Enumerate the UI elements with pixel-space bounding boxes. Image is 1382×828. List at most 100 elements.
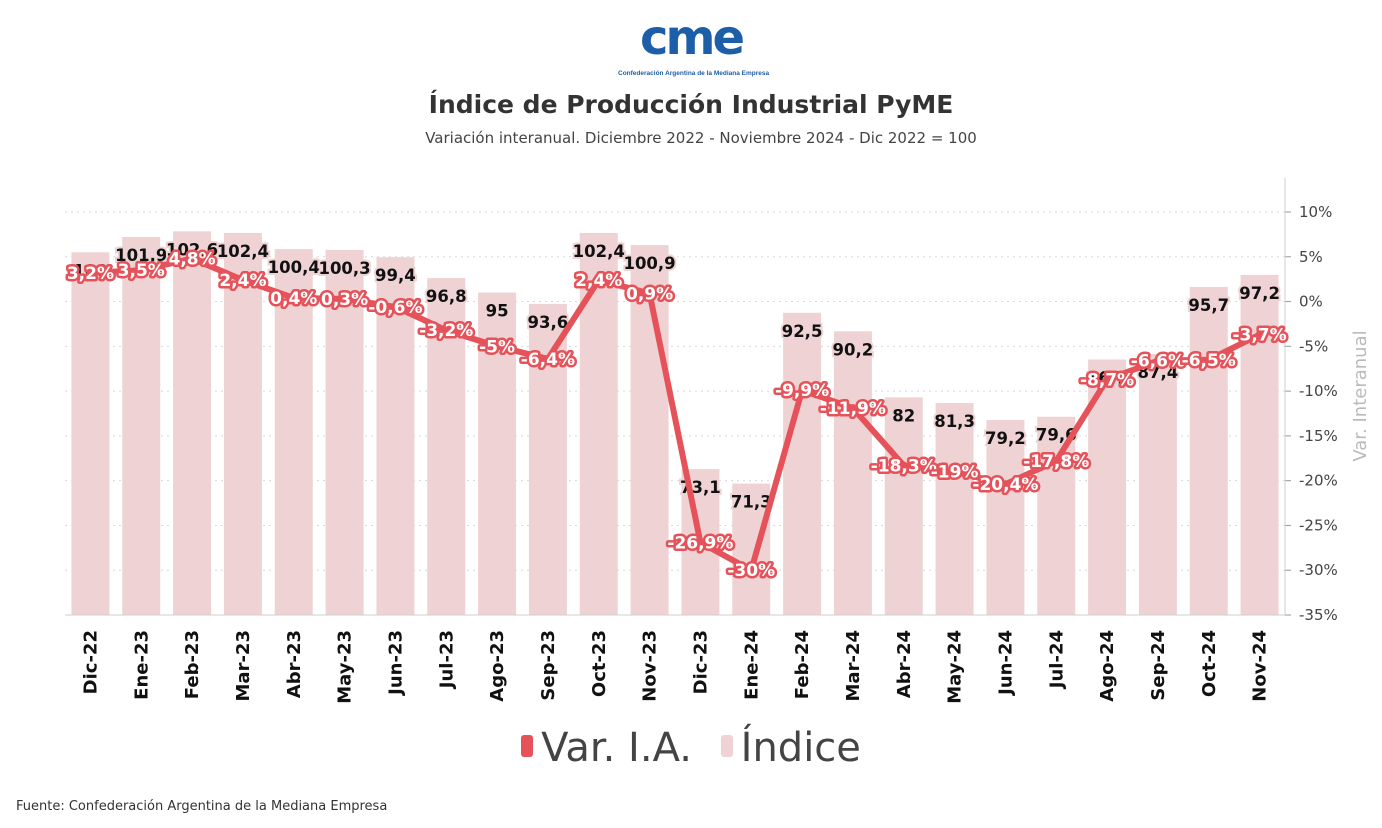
legend-item-var[interactable]: Var. I.A. xyxy=(521,725,692,771)
x-tick-label: Mar-24 xyxy=(843,630,864,701)
line-value-label: -9,9% xyxy=(775,381,829,401)
y-tick-label: -10% xyxy=(1299,382,1338,400)
legend: Var. I.A. Índice xyxy=(0,725,1382,771)
bar xyxy=(71,252,110,616)
y-tick-label: 10% xyxy=(1299,203,1332,221)
line-point xyxy=(188,254,197,263)
line-point xyxy=(848,404,857,413)
line-point xyxy=(899,461,908,470)
x-tick-label: Jun-24 xyxy=(995,630,1016,697)
line-value-label: -3,2% xyxy=(419,321,473,341)
x-tick-label: Nov-24 xyxy=(1250,630,1271,702)
bar xyxy=(376,257,415,615)
legend-swatch-bar xyxy=(720,735,733,757)
line-point xyxy=(543,354,552,363)
x-tick-label: Jul-24 xyxy=(1046,630,1067,690)
line-value-label: -5% xyxy=(479,337,515,357)
y-tick-label: 5% xyxy=(1299,248,1323,266)
bar-value-label: 102,4 xyxy=(217,242,269,261)
bar-value-label: 92,5 xyxy=(782,322,823,341)
bar-value-label: 102,4 xyxy=(573,242,625,261)
line-value-label: -6,5% xyxy=(1182,351,1236,371)
bar-value-label: 100,4 xyxy=(268,258,320,277)
bar-value-label: 95 xyxy=(486,302,509,321)
legend-swatch-line xyxy=(521,735,534,757)
line-value-label: 0,4% xyxy=(270,289,317,309)
line-point xyxy=(137,266,146,275)
legend-item-indice[interactable]: Índice xyxy=(720,725,861,771)
line-value-label: -20,4% xyxy=(972,475,1038,495)
bar xyxy=(1138,353,1177,615)
bar-value-label: 93,6 xyxy=(528,313,569,332)
line-value-label: 0,9% xyxy=(626,284,673,304)
x-tick-label: Ene-23 xyxy=(131,630,152,700)
x-tick-label: Jun-23 xyxy=(385,630,406,697)
y-tick-label: -15% xyxy=(1299,427,1338,445)
logo-subtitle: Confederación Argentina de la Mediana Em… xyxy=(618,70,770,77)
bar-value-label: 101,9 xyxy=(115,246,167,265)
x-tick-label: Oct-24 xyxy=(1199,630,1220,697)
y-tick-label: -20% xyxy=(1299,472,1338,490)
line-value-label: -6,6% xyxy=(1131,352,1185,372)
line-value-label: 3,5% xyxy=(118,261,165,281)
line-point xyxy=(86,268,95,277)
x-tick-label: Abr-23 xyxy=(284,630,305,698)
line-point xyxy=(1001,480,1010,489)
line-value-label: 2,4% xyxy=(575,271,622,291)
y-axis-title: Var. Interanual xyxy=(1350,330,1371,461)
bar xyxy=(223,232,262,615)
bar-value-label: 71,3 xyxy=(731,493,772,512)
bar-value-label: 79,2 xyxy=(985,429,1026,448)
y-tick-label: -35% xyxy=(1299,606,1338,624)
line-value-label: -19% xyxy=(931,463,979,483)
bar-value-label: 81,3 xyxy=(934,412,975,431)
line-point xyxy=(1255,330,1264,339)
bar-value-label: 100,9 xyxy=(623,254,675,273)
line-point xyxy=(340,294,349,303)
legend-label-var: Var. I.A. xyxy=(541,725,692,771)
x-tick-label: Dic-23 xyxy=(690,630,711,694)
bar xyxy=(935,403,974,615)
bar-value-label: 90,2 xyxy=(833,340,874,359)
bar xyxy=(325,249,364,615)
line-value-label: -26,9% xyxy=(667,533,733,553)
bar xyxy=(732,483,771,615)
bar xyxy=(122,236,161,615)
line-value-label: -18,3% xyxy=(871,456,937,476)
line-point xyxy=(1103,375,1112,384)
line-value-label: -30% xyxy=(727,561,775,581)
line-value-label: -0,6% xyxy=(368,298,422,318)
logo-mark: cme xyxy=(640,10,745,66)
line-point xyxy=(442,326,451,335)
bar xyxy=(173,231,212,615)
line-series-var xyxy=(87,255,1263,574)
x-tick-label: May-24 xyxy=(945,630,966,704)
bar xyxy=(274,249,313,616)
y-tick-label: 0% xyxy=(1299,293,1323,311)
chart-subtitle: Variación interanual. Diciembre 2022 - N… xyxy=(425,129,977,147)
line-point xyxy=(950,467,959,476)
line-value-label: -11,9% xyxy=(820,399,886,419)
line-point xyxy=(798,386,807,395)
bar xyxy=(986,419,1025,615)
bar-value-label: 82 xyxy=(892,406,915,425)
line-value-label: -6,4% xyxy=(521,350,575,370)
source-note: Fuente: Confederación Argentina de la Me… xyxy=(16,799,388,814)
bar-value-label: 102,6 xyxy=(166,240,218,259)
x-tick-label: May-23 xyxy=(335,630,356,704)
line-value-label: -8,7% xyxy=(1080,370,1134,390)
bar-value-label: 97,2 xyxy=(1239,284,1280,303)
x-tick-label: Dic-22 xyxy=(80,630,101,694)
bar xyxy=(783,312,822,615)
bar-value-label: 99,4 xyxy=(375,266,416,285)
cme-logo: cme Confederación Argentina de la Median… xyxy=(618,8,769,82)
line-point xyxy=(493,342,502,351)
x-tick-label: Sep-24 xyxy=(1148,630,1169,701)
x-tick-label: Feb-24 xyxy=(792,630,813,699)
line-point xyxy=(696,538,705,547)
x-tick-label: Sep-23 xyxy=(538,630,559,701)
x-tick-label: Abr-24 xyxy=(894,630,915,698)
x-tick-label: Ago-24 xyxy=(1097,630,1118,702)
line-point xyxy=(1052,456,1061,465)
line-point xyxy=(747,566,756,575)
